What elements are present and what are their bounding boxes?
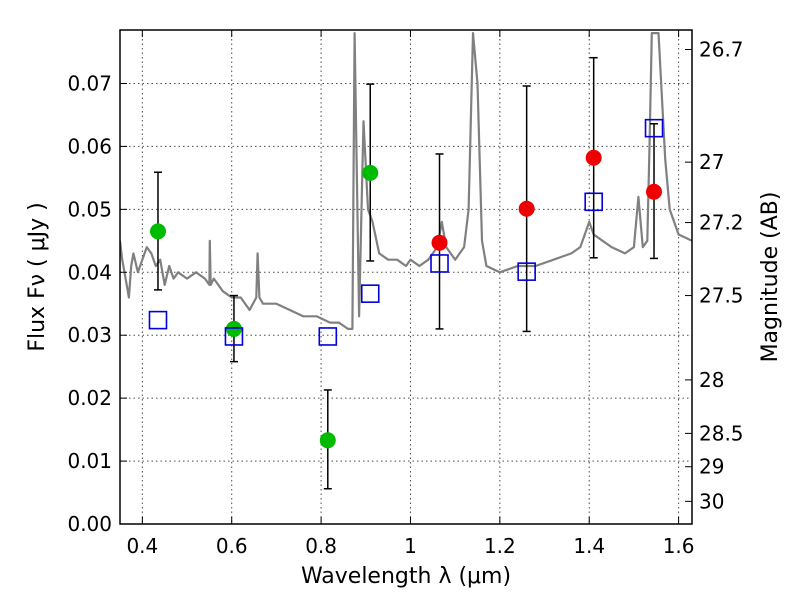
- green-photometry-point: [225, 320, 242, 337]
- y-tick-label: 0.02: [67, 386, 112, 410]
- right-tick-label: 28.5: [699, 421, 744, 445]
- spectrum-line: [120, 32, 692, 330]
- x-tick-label: 1.2: [484, 534, 516, 558]
- right-tick-label: 28: [699, 368, 724, 392]
- model-square-point: [148, 310, 168, 330]
- right-tick-label: 27.5: [699, 284, 744, 308]
- y-tick-label: 0.01: [67, 449, 112, 473]
- right-tick-label: 30: [699, 489, 724, 513]
- model-square-point: [224, 327, 244, 346]
- red-photometry-point: [585, 149, 602, 166]
- y-axis-right-label: Magnitude (AB): [758, 192, 783, 363]
- axes-ticks: 0.4 0.6 0.8 1 1.2 1.4 1.6 0.00 0.01 0.02 0.03 0.04 0…: [67, 30, 744, 558]
- red-photometry-point: [646, 183, 663, 200]
- x-tick-label: 0.4: [126, 534, 158, 558]
- green-photometry-point: [362, 164, 379, 181]
- x-tick-label: 1.6: [663, 534, 695, 558]
- x-tick-label: 1.4: [573, 534, 605, 558]
- x-tick-label: 1: [404, 534, 417, 558]
- red-photometry-point: [518, 200, 535, 217]
- plot-frame: [119, 29, 693, 525]
- model-square-point: [517, 262, 536, 281]
- y-axis-label: Flux Fν ( μJy ): [25, 202, 50, 351]
- x-tick-label: 0.8: [305, 534, 337, 558]
- model-square-point: [430, 254, 449, 273]
- y-tick-label: 0.05: [67, 197, 112, 221]
- right-tick-label: 27: [699, 150, 724, 174]
- green-photometry-point: [319, 432, 336, 449]
- model-square-point: [360, 284, 380, 303]
- right-tick-label: 26.7: [699, 38, 744, 62]
- grid: [120, 30, 692, 525]
- y-tick-label: 0.00: [67, 512, 112, 536]
- model-square-point: [318, 327, 338, 346]
- right-tick-label: 27.2: [699, 211, 744, 235]
- y-tick-label: 0.04: [67, 260, 112, 284]
- model-square-point: [644, 118, 664, 138]
- red-photometry-point: [431, 234, 448, 251]
- right-tick-label: 29: [699, 455, 724, 479]
- y-tick-label: 0.03: [67, 323, 112, 347]
- y-tick-label: 0.06: [67, 134, 112, 158]
- green-photometry-point: [149, 223, 166, 240]
- x-axis-label: Wavelength λ (μm): [301, 564, 511, 589]
- plot-area: [120, 32, 692, 490]
- x-tick-label: 0.6: [216, 534, 248, 558]
- y-tick-label: 0.07: [67, 71, 112, 95]
- model-square-point: [584, 192, 603, 212]
